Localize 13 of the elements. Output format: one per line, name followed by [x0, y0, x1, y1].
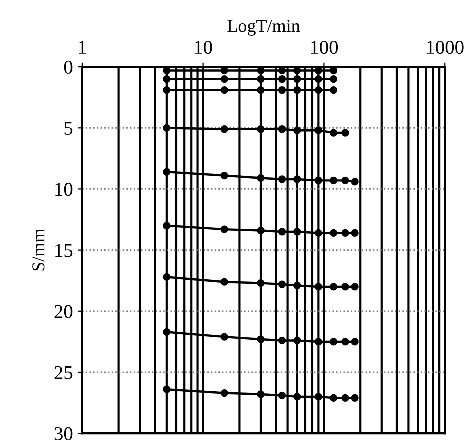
x-tick-label: 1000	[427, 40, 464, 54]
y-tick-label: 15	[56, 244, 73, 258]
y-tick-label: 5	[64, 122, 73, 136]
x-tick-label: 1	[79, 41, 86, 54]
x-axis-title: LogT/min	[228, 20, 300, 36]
y-tick-label: 25	[54, 366, 73, 380]
y-tick-label: 0	[64, 60, 73, 74]
y-tick-label: 30	[54, 427, 73, 441]
y-axis-title: S/mm	[32, 229, 45, 271]
y-tick-label: 10	[56, 183, 73, 196]
x-tick-label: 100	[311, 40, 338, 54]
x-tick-label: 10	[195, 40, 212, 54]
y-tick-label: 20	[54, 305, 73, 318]
